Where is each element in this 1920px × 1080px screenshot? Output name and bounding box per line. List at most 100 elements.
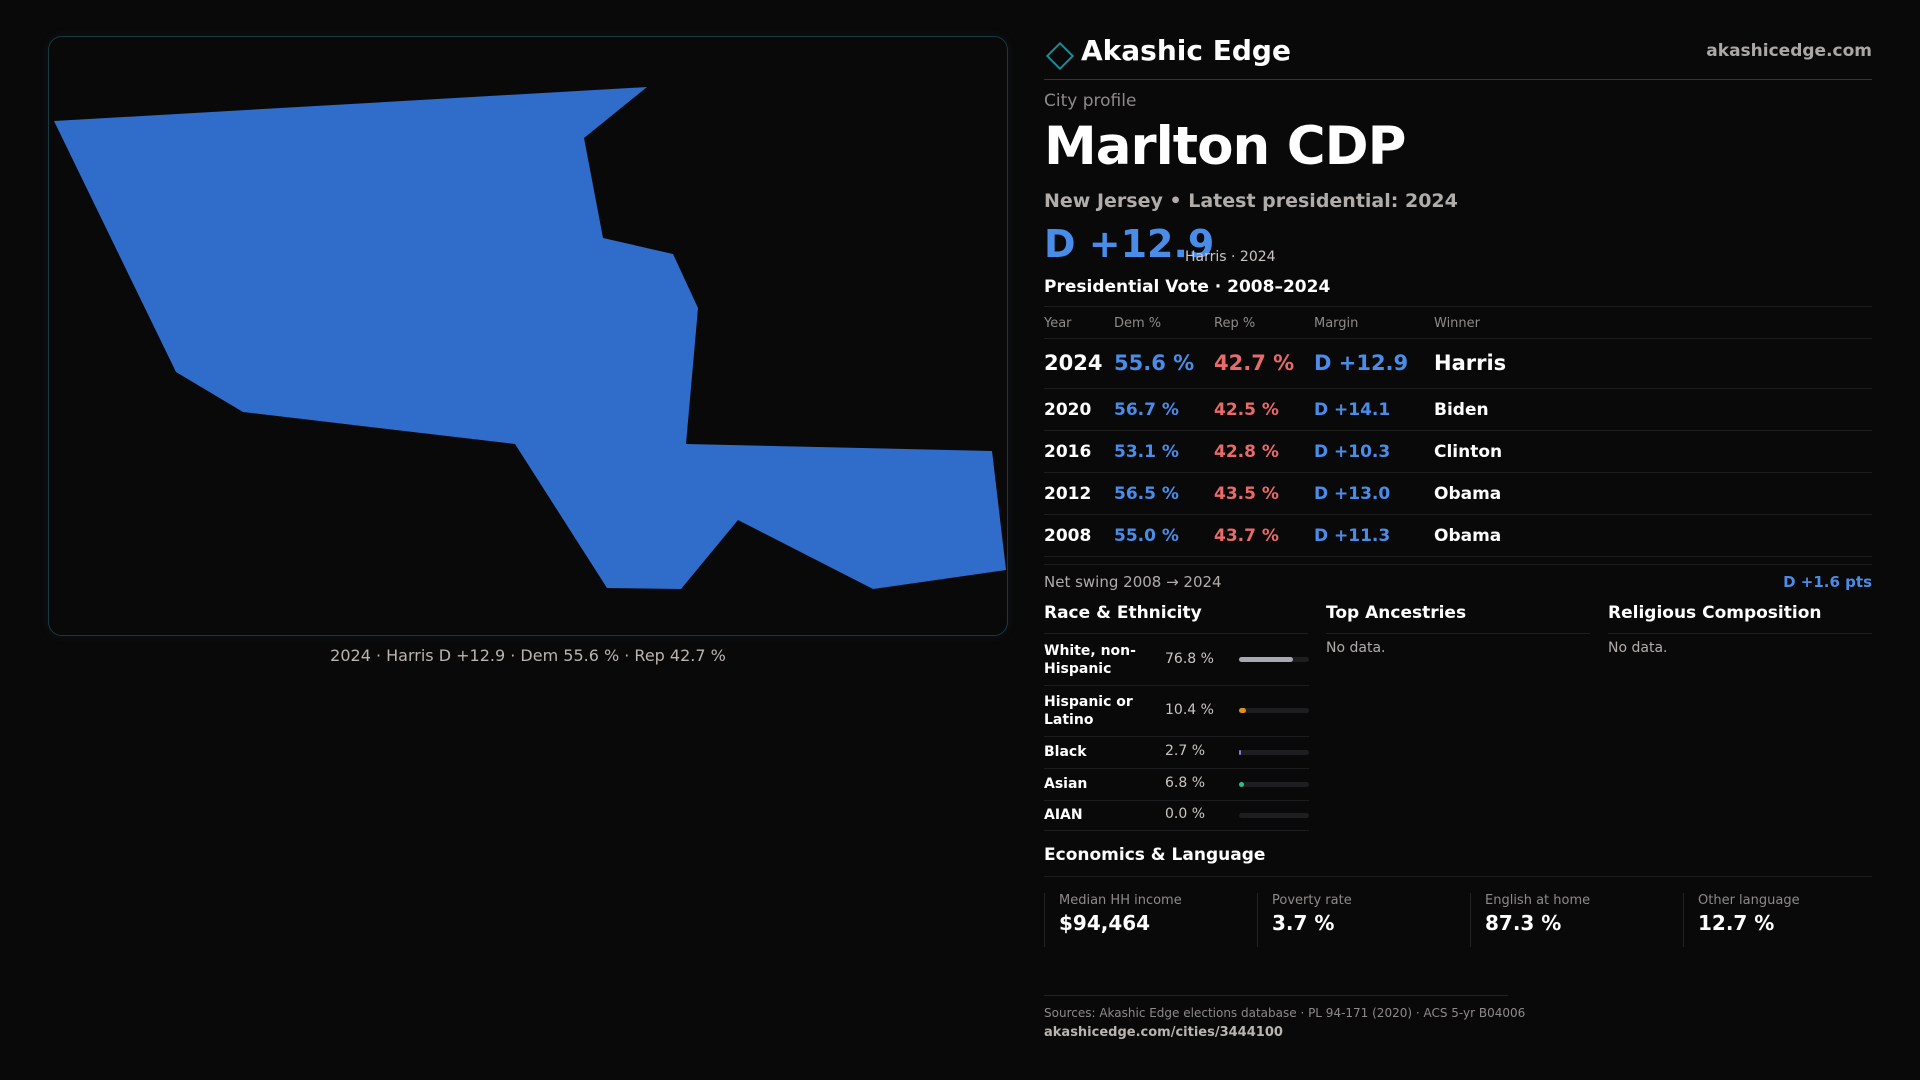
cell-dem: 55.6 % xyxy=(1114,351,1195,375)
race-bar-fill xyxy=(1239,657,1293,662)
race-bar-track xyxy=(1239,657,1309,662)
ancestries-section-title: Top Ancestries xyxy=(1326,600,1590,634)
cell-year: 2012 xyxy=(1044,484,1092,504)
econ-value: 12.7 % xyxy=(1698,911,1775,935)
economics-section-title: Economics & Language xyxy=(1044,845,1266,865)
race-bar-track xyxy=(1239,782,1309,787)
econ-value: 87.3 % xyxy=(1485,911,1562,935)
net-swing-row: Net swing 2008 → 2024 D +1.6 pts xyxy=(1044,564,1872,594)
map-caption: 2024 · Harris D +12.9 · Dem 55.6 % · Rep… xyxy=(330,646,726,665)
page-eyebrow: City profile xyxy=(1044,91,1137,111)
race-label: Black xyxy=(1044,744,1087,760)
brand-name[interactable]: Akashic Edge xyxy=(1081,34,1291,67)
table-row: 2012 56.5 % 43.5 % D +13.0 Obama xyxy=(1044,473,1872,515)
race-bar-fill xyxy=(1239,750,1241,755)
race-row-asian: Asian 6.8 % xyxy=(1044,769,1309,801)
cell-margin: D +11.3 xyxy=(1314,526,1391,546)
race-value: 10.4 % xyxy=(1165,702,1214,718)
cell-margin: D +10.3 xyxy=(1314,442,1391,462)
race-value: 76.8 % xyxy=(1165,651,1214,667)
diamond-icon xyxy=(1045,41,1075,71)
ancestries-empty-state: No data. xyxy=(1326,640,1386,656)
race-row-black: Black 2.7 % xyxy=(1044,737,1309,769)
page-title: Marlton CDP xyxy=(1044,116,1406,177)
race-row-white: White, non-Hispanic 76.8 % xyxy=(1044,634,1309,686)
cell-winner: Obama xyxy=(1434,484,1502,504)
net-swing-value: D +1.6 pts xyxy=(1783,573,1872,591)
column-header-dem: Dem % xyxy=(1114,316,1162,331)
cell-rep: 42.8 % xyxy=(1214,442,1279,462)
site-header: Akashic Edge akashicedge.com xyxy=(1044,30,1872,80)
race-value: 0.0 % xyxy=(1165,806,1206,822)
city-boundary-map[interactable] xyxy=(48,36,1008,636)
race-label: White, non-Hispanic xyxy=(1044,643,1136,677)
econ-value: 3.7 % xyxy=(1272,911,1335,935)
race-section-title: Race & Ethnicity xyxy=(1044,600,1308,634)
econ-label: Poverty rate xyxy=(1272,893,1352,908)
footer-sources: Sources: Akashic Edge elections database… xyxy=(1044,1006,1526,1020)
table-row-latest: 2024 55.6 % 42.7 % D +12.9 Harris xyxy=(1044,339,1872,389)
race-value: 6.8 % xyxy=(1165,775,1206,791)
cell-margin: D +13.0 xyxy=(1314,484,1391,504)
site-url-link[interactable]: akashicedge.com xyxy=(1706,41,1872,61)
table-header-row: Year Dem % Rep % Margin Winner xyxy=(1044,307,1872,339)
cell-winner: Harris xyxy=(1434,351,1507,375)
race-bar-track xyxy=(1239,708,1309,713)
table-row: 2008 55.0 % 43.7 % D +11.3 Obama xyxy=(1044,515,1872,557)
econ-cell-poverty: Poverty rate 3.7 % xyxy=(1257,893,1457,947)
cell-rep: 42.5 % xyxy=(1214,400,1279,420)
column-header-rep: Rep % xyxy=(1214,316,1256,331)
race-row-hispanic: Hispanic or Latino 10.4 % xyxy=(1044,686,1309,737)
city-profile-panel: Akashic Edge akashicedge.com City profil… xyxy=(1044,0,1872,1080)
vote-section-title: Presidential Vote · 2008–2024 xyxy=(1044,277,1331,297)
economics-grid: Median HH income $94,464 Poverty rate 3.… xyxy=(1044,876,1872,947)
econ-cell-english: English at home 87.3 % xyxy=(1470,893,1670,947)
race-label: Hispanic or Latino xyxy=(1044,694,1133,728)
cell-winner: Obama xyxy=(1434,526,1502,546)
presidential-vote-table: Year Dem % Rep % Margin Winner 2024 55.6… xyxy=(1044,306,1872,557)
column-header-winner: Winner xyxy=(1434,316,1481,331)
race-label: AIAN xyxy=(1044,807,1083,823)
cell-winner: Clinton xyxy=(1434,442,1503,462)
cell-rep: 43.7 % xyxy=(1214,526,1279,546)
map-canvas xyxy=(54,87,1006,589)
table-row: 2016 53.1 % 42.8 % D +10.3 Clinton xyxy=(1044,431,1872,473)
religion-empty-state: No data. xyxy=(1608,640,1668,656)
race-value: 2.7 % xyxy=(1165,743,1206,759)
race-bar-fill xyxy=(1239,782,1244,787)
cell-winner: Biden xyxy=(1434,400,1489,420)
race-row-aian: AIAN 0.0 % xyxy=(1044,801,1309,831)
table-row: 2020 56.7 % 42.5 % D +14.1 Biden xyxy=(1044,389,1872,431)
page-subtitle: New Jersey • Latest presidential: 2024 xyxy=(1044,190,1458,212)
econ-label: English at home xyxy=(1485,893,1591,908)
cell-dem: 55.0 % xyxy=(1114,526,1179,546)
headline-note: Harris · 2024 xyxy=(1185,249,1276,265)
race-bar-track xyxy=(1239,750,1309,755)
econ-value: $94,464 xyxy=(1059,911,1151,935)
cell-rep: 42.7 % xyxy=(1214,351,1295,375)
cell-year: 2016 xyxy=(1044,442,1092,462)
column-header-margin: Margin xyxy=(1314,316,1359,331)
cell-dem: 56.7 % xyxy=(1114,400,1179,420)
econ-label: Other language xyxy=(1698,893,1800,908)
city-boundary-shape[interactable] xyxy=(54,87,1006,589)
footer-url-link[interactable]: akashicedge.com/cities/3444100 xyxy=(1044,1025,1283,1040)
race-bar-track xyxy=(1239,813,1309,818)
cell-year: 2020 xyxy=(1044,400,1092,420)
net-swing-label: Net swing 2008 → 2024 xyxy=(1044,573,1222,591)
cell-year: 2008 xyxy=(1044,526,1092,546)
cell-margin: D +12.9 xyxy=(1314,351,1409,375)
race-bar-fill xyxy=(1239,708,1247,713)
race-label: Asian xyxy=(1044,776,1088,792)
column-header-year: Year xyxy=(1044,316,1072,331)
econ-label: Median HH income xyxy=(1059,893,1182,908)
econ-cell-other-language: Other language 12.7 % xyxy=(1683,893,1883,947)
race-ethnicity-list: White, non-Hispanic 76.8 % Hispanic or L… xyxy=(1044,634,1309,831)
cell-year: 2024 xyxy=(1044,351,1103,375)
cell-rep: 43.5 % xyxy=(1214,484,1279,504)
econ-cell-income: Median HH income $94,464 xyxy=(1044,893,1244,947)
cell-dem: 56.5 % xyxy=(1114,484,1179,504)
page-footer: Sources: Akashic Edge elections database… xyxy=(1044,995,1526,1040)
religion-section-title: Religious Composition xyxy=(1608,600,1872,634)
headline-margin: D +12.9 xyxy=(1044,222,1215,266)
